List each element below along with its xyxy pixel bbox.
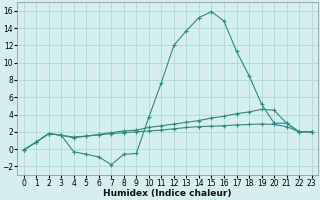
X-axis label: Humidex (Indice chaleur): Humidex (Indice chaleur) — [103, 189, 232, 198]
